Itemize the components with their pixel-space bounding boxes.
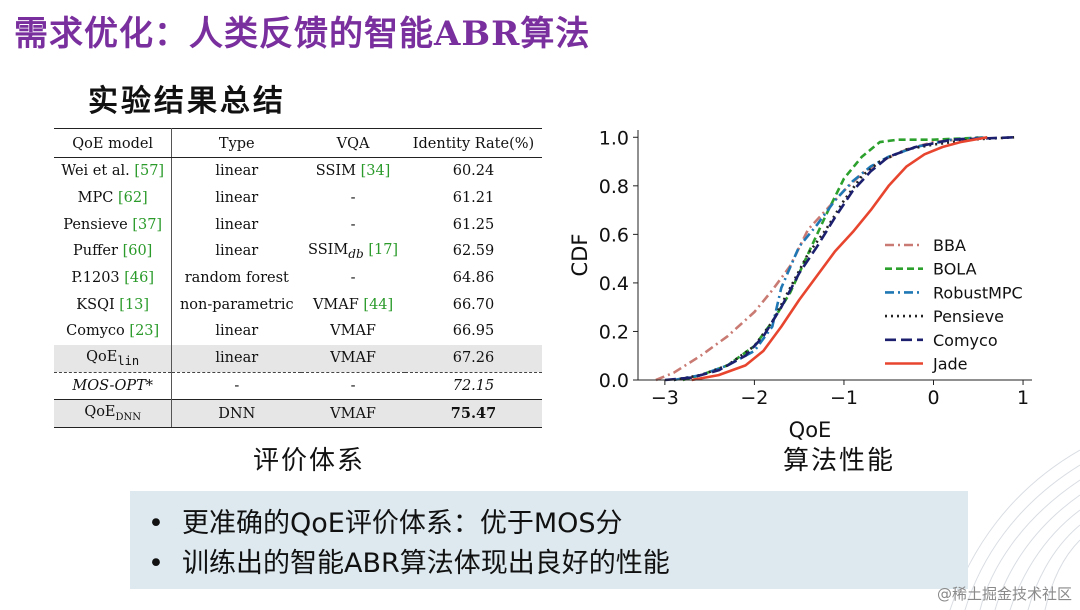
series-line-bba bbox=[655, 136, 979, 382]
bullet-dot: • bbox=[148, 548, 164, 579]
vqa-cell: VMAF bbox=[330, 323, 376, 340]
rate-cell: 61.25 bbox=[452, 216, 495, 233]
bullet-item: • 训练出的智能ABR算法体现出良好的性能 bbox=[148, 548, 670, 579]
section-subtitle: 实验结果总结 bbox=[88, 84, 286, 119]
rate-cell: 67.26 bbox=[404, 344, 542, 372]
vqa-cell: VMAF [44] bbox=[312, 296, 394, 313]
rate-cell: 61.21 bbox=[452, 190, 495, 207]
model-cell: MOS-OPT* bbox=[54, 371, 173, 400]
summary-box: • 更准确的QoE评价体系：优于MOS分 • 训练出的智能ABR算法体现出良好的性能 bbox=[130, 491, 968, 589]
model-cell: MPC [62] bbox=[54, 184, 173, 212]
type-cell: random forest bbox=[184, 270, 289, 287]
type-cell: DNN bbox=[171, 399, 302, 428]
table-row: Puffer [60] linear SSIMdb [17] 62.59 bbox=[54, 238, 542, 265]
table-row: Comyco [23] linear VMAF 66.95 bbox=[54, 318, 542, 345]
y-tick-label: 0.2 bbox=[599, 321, 629, 343]
rate-cell: 62.59 bbox=[452, 243, 495, 260]
legend-label: BOLA bbox=[933, 260, 977, 279]
x-tick-label: 0 bbox=[927, 387, 939, 409]
y-tick-label: 1.0 bbox=[599, 127, 629, 149]
type-cell: - bbox=[171, 371, 302, 400]
y-tick-label: 0.8 bbox=[599, 176, 629, 198]
table-row: P.1203 [46] random forest - 64.86 bbox=[54, 264, 542, 292]
caption-right: 算法性能 bbox=[783, 446, 896, 476]
vqa-cell: VMAF bbox=[301, 399, 405, 428]
vqa-cell: VMAF bbox=[301, 344, 405, 372]
cdf-chart: −3 −2 −1 0 1 0.0 0.2 0.4 0.6 0.8 1.0 QoE CDF BBA BOLA… bbox=[568, 127, 1032, 442]
bullet-item: • 更准确的QoE评价体系：优于MOS分 bbox=[148, 508, 623, 539]
table-row: MOS-OPT* - - 72.15 bbox=[54, 371, 542, 400]
rate-cell: 64.86 bbox=[452, 270, 495, 287]
vqa-cell: - bbox=[350, 190, 356, 207]
model-cell: QoElin bbox=[54, 344, 173, 372]
type-cell: linear bbox=[215, 190, 259, 207]
legend-label: Comyco bbox=[933, 331, 998, 350]
bullet-dot: • bbox=[148, 508, 164, 539]
model-cell: Pensieve [37] bbox=[54, 211, 173, 239]
x-tick-label: −3 bbox=[651, 387, 679, 409]
header-identity-rate: Identity Rate(%) bbox=[404, 128, 542, 158]
vqa-cell: - bbox=[350, 216, 356, 233]
legend-label: BBA bbox=[933, 236, 966, 255]
model-cell: Wei et al. [57] bbox=[54, 157, 173, 185]
header-qoe-model: QoE model bbox=[54, 128, 173, 158]
rate-cell: 72.15 bbox=[404, 371, 542, 400]
table-row: KSQI [13] non-parametric VMAF [44] 66.70 bbox=[54, 291, 542, 319]
series-line-comyco bbox=[664, 136, 1015, 382]
vqa-cell: SSIMdb [17] bbox=[308, 241, 399, 261]
slide-title: 需求优化：人类反馈的智能ABR算法 bbox=[14, 14, 591, 54]
y-axis-label: CDF bbox=[568, 234, 592, 277]
x-axis-label: QoE bbox=[789, 418, 832, 442]
caption-left: 评价体系 bbox=[253, 446, 366, 476]
rate-cell: 66.95 bbox=[452, 323, 495, 340]
watermark: @稀土掘金技术社区 bbox=[936, 585, 1072, 603]
table-header-row: QoE model Type VQA Identity Rate(%) bbox=[54, 128, 542, 158]
table-row: Wei et al. [57] linear SSIM [34] 60.24 bbox=[54, 157, 542, 185]
series-line-jade bbox=[691, 136, 988, 382]
y-tick-label: 0.0 bbox=[599, 370, 629, 392]
x-tick-label: −2 bbox=[740, 387, 768, 409]
type-cell: linear bbox=[215, 163, 259, 180]
vqa-cell: SSIM [34] bbox=[315, 163, 391, 180]
y-tick-label: 0.4 bbox=[599, 273, 629, 295]
model-cell: KSQI [13] bbox=[54, 291, 173, 319]
rate-cell: 75.47 bbox=[404, 399, 542, 428]
legend-label: RobustMPC bbox=[933, 283, 1023, 302]
rate-cell: 66.70 bbox=[452, 296, 495, 313]
x-tick-label: 1 bbox=[1017, 387, 1029, 409]
results-table: QoE model Type VQA Identity Rate(%) Wei … bbox=[54, 128, 542, 428]
vqa-cell: - bbox=[350, 270, 356, 287]
type-cell: linear bbox=[215, 216, 259, 233]
table-row: Pensieve [37] linear - 61.25 bbox=[54, 211, 542, 239]
model-cell: P.1203 [46] bbox=[54, 264, 173, 292]
y-tick-label: 0.6 bbox=[599, 224, 629, 246]
model-cell: QoEDNN bbox=[54, 399, 173, 428]
table-row: QoEDNN DNN VMAF 75.47 bbox=[54, 399, 542, 428]
legend-label: Jade bbox=[932, 355, 968, 374]
model-cell: Puffer [60] bbox=[54, 238, 173, 265]
x-tick-label: −1 bbox=[830, 387, 858, 409]
type-cell: non-parametric bbox=[179, 296, 294, 313]
header-vqa: VQA bbox=[301, 128, 405, 158]
table-row: QoElin linear VMAF 67.26 bbox=[54, 344, 542, 372]
vqa-cell: - bbox=[301, 371, 405, 400]
type-cell: linear bbox=[215, 323, 259, 340]
model-cell: Comyco [23] bbox=[54, 318, 173, 345]
type-cell: linear bbox=[215, 243, 259, 260]
header-type: Type bbox=[171, 128, 302, 158]
rate-cell: 60.24 bbox=[452, 163, 495, 180]
legend-label: Pensieve bbox=[933, 307, 1004, 326]
type-cell: linear bbox=[171, 344, 302, 372]
table-row: MPC [62] linear - 61.21 bbox=[54, 184, 542, 212]
